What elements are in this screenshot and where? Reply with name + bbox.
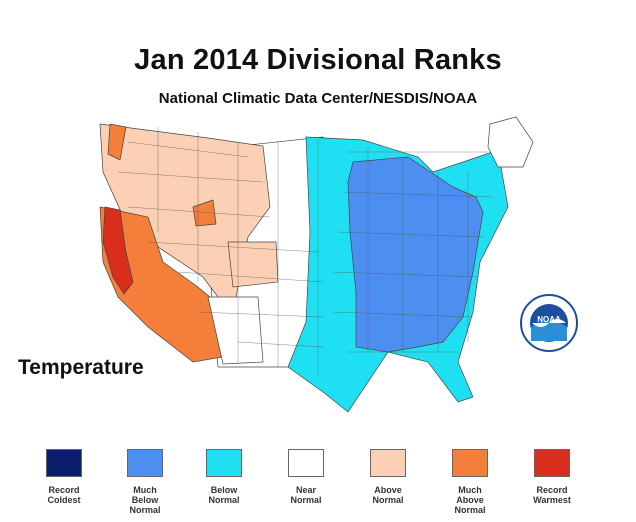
legend-label: Near Normal [290,485,322,505]
map-subtitle: National Climatic Data Center/NESDIS/NOA… [158,90,478,107]
map-title: Jan 2014 Divisional Ranks [134,44,502,76]
region-near-normal-northeast [487,116,534,168]
legend-label: Much Below Normal [129,485,161,515]
legend-item-much-below-normal: Much Below Normal [105,449,185,515]
legend-item-above-normal: Above Normal [348,449,428,505]
legend-swatch [127,449,163,477]
legend-swatch [534,449,570,477]
legend-swatch [46,449,82,477]
region-much-above-normal-utah [192,199,217,227]
noaa-logo-text: NOAA [537,315,561,324]
region-much-below-normal-east [347,156,484,353]
legend-swatch [206,449,242,477]
legend-label: Record Warmest [533,485,571,505]
legend-label: Below Normal [208,485,240,505]
legend-item-much-above-normal: Much Above Normal [430,449,510,515]
region-much-above-normal-oregon-coast [107,123,127,161]
region-above-normal-colorado [227,241,279,288]
legend-item-record-warmest: Record Warmest [512,449,592,505]
legend-swatch [370,449,406,477]
division-boundaries [117,127,494,377]
legend: Record Coldest Much Below Normal Below Norma… [0,449,636,522]
legend-item-below-normal: Below Normal [184,449,264,505]
us-climate-division-map [99,116,534,413]
legend-label: Above Normal [372,485,404,505]
parameter-label: Temperature [18,356,144,379]
legend-swatch [452,449,488,477]
legend-item-record-coldest: Record Coldest [24,449,104,505]
legend-label: Record Coldest [47,485,81,505]
legend-swatch [288,449,324,477]
legend-item-near-normal: Near Normal [266,449,346,505]
region-record-warmest-california [102,206,134,295]
legend-label: Much Above Normal [454,485,486,515]
noaa-logo-icon: NOAA [520,294,578,352]
region-near-normal-new-mexico [207,296,264,365]
